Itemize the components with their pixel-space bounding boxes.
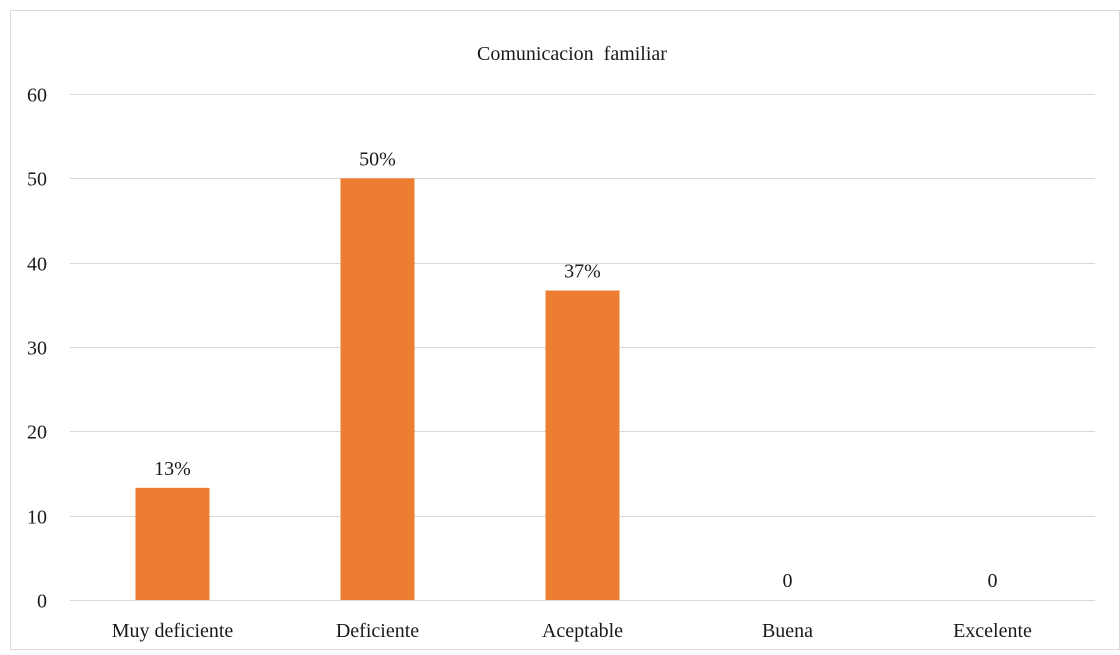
bars: [135, 178, 620, 601]
bar: [545, 290, 620, 600]
y-tick-label: 10: [27, 507, 47, 529]
y-tick-label: 60: [27, 85, 47, 107]
y-tick-label: 30: [27, 338, 47, 360]
data-label: 0: [783, 570, 793, 592]
x-tick-label: Aceptable: [542, 620, 623, 642]
chart-title: Comunicacion familiar: [477, 43, 667, 65]
bar: [135, 487, 210, 600]
y-tick-label: 20: [27, 422, 47, 444]
data-label: 37%: [564, 260, 601, 282]
x-tick-label: Deficiente: [336, 620, 419, 642]
data-label: 0: [988, 570, 998, 592]
y-axis-tick-labels: 0 10 20 30 40 50 60: [27, 85, 47, 613]
x-tick-label: Muy deficiente: [112, 620, 234, 642]
data-label: 13%: [154, 458, 191, 480]
gridlines: [70, 94, 1095, 601]
y-tick-label: 40: [27, 254, 47, 276]
y-tick-label: 0: [37, 591, 47, 613]
data-labels: 13% 50% 37% 0 0: [154, 148, 997, 592]
y-tick-label: 50: [27, 169, 47, 191]
x-tick-label: Buena: [762, 620, 813, 642]
x-axis-tick-labels: Muy deficiente Deficiente Aceptable Buena Ex…: [112, 620, 1032, 642]
data-label: 50%: [359, 148, 396, 170]
bar: [340, 178, 415, 601]
x-tick-label: Excelente: [953, 620, 1032, 642]
